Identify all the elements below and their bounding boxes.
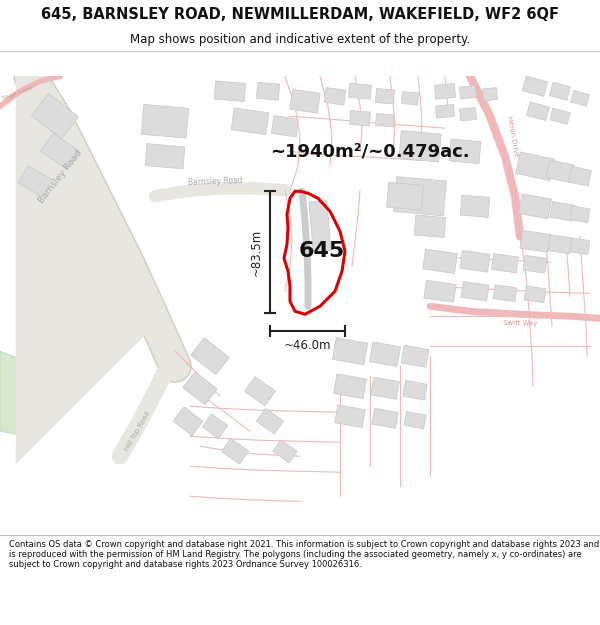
Bar (41, 133, 79, 169)
Text: Sage Lane: Sage Lane (2, 85, 34, 101)
Bar (460, 86, 476, 99)
Text: Heron Drive: Heron Drive (506, 115, 520, 158)
Bar (349, 83, 371, 99)
Text: 645: 645 (299, 241, 345, 261)
Bar (523, 255, 547, 273)
Bar (394, 177, 446, 216)
Bar (434, 83, 455, 99)
Bar (324, 88, 346, 105)
Bar (376, 114, 394, 127)
Text: ~1940m²/~0.479ac.: ~1940m²/~0.479ac. (270, 142, 470, 160)
Text: Contains OS data © Crown copyright and database right 2021. This information is : Contains OS data © Crown copyright and d… (9, 539, 599, 569)
Bar (332, 338, 368, 365)
Bar (231, 108, 269, 134)
Bar (372, 408, 398, 428)
Bar (482, 88, 497, 101)
Bar (271, 116, 299, 137)
Bar (370, 342, 401, 366)
Bar (141, 104, 189, 138)
Bar (571, 91, 589, 106)
Bar (334, 374, 367, 399)
Bar (245, 377, 275, 406)
Bar (401, 92, 418, 105)
Text: Map shows position and indicative extent of the property.: Map shows position and indicative extent… (130, 34, 470, 46)
Bar (256, 82, 280, 100)
Bar (436, 104, 454, 118)
Bar (515, 152, 554, 181)
Bar (527, 102, 550, 121)
Text: Barnsley Road: Barnsley Road (187, 176, 242, 187)
Bar (221, 438, 248, 464)
Polygon shape (0, 351, 32, 434)
Bar (460, 107, 476, 121)
Bar (493, 285, 517, 302)
Bar (449, 139, 481, 164)
Bar (570, 206, 590, 222)
Bar (191, 338, 229, 375)
Bar (414, 215, 446, 238)
Text: ~46.0m: ~46.0m (284, 339, 331, 352)
Bar (520, 231, 550, 252)
Bar (518, 194, 551, 219)
Bar (569, 166, 592, 186)
Bar (214, 81, 246, 101)
Bar (491, 254, 518, 273)
Text: Swift Way: Swift Way (503, 320, 537, 326)
Text: Hill Top Road: Hill Top Road (124, 411, 152, 452)
Bar (335, 405, 365, 428)
Text: 645, BARNSLEY ROAD, NEWMILLERDAM, WAKEFIELD, WF2 6QF: 645, BARNSLEY ROAD, NEWMILLERDAM, WAKEFI… (41, 7, 559, 22)
Bar (309, 201, 331, 252)
Bar (273, 440, 297, 462)
Bar (376, 89, 395, 104)
Bar (570, 238, 590, 254)
Bar (18, 166, 52, 197)
Bar (546, 160, 574, 182)
Bar (424, 280, 456, 302)
Bar (461, 281, 489, 301)
Bar (524, 286, 546, 302)
Text: Barnsley Road: Barnsley Road (37, 148, 83, 204)
Bar (460, 251, 490, 272)
Bar (460, 195, 490, 218)
Bar (401, 345, 429, 368)
Bar (423, 249, 457, 273)
Bar (145, 144, 185, 169)
Bar (349, 111, 371, 126)
Bar (371, 377, 400, 399)
Text: ~83.5m: ~83.5m (250, 229, 263, 276)
Bar (173, 407, 203, 436)
Bar (290, 89, 320, 113)
Bar (183, 372, 217, 405)
Bar (548, 235, 572, 254)
Bar (550, 201, 574, 221)
Bar (523, 76, 548, 96)
Bar (403, 381, 427, 400)
Bar (404, 412, 426, 429)
Bar (550, 82, 571, 101)
Bar (399, 131, 441, 162)
Bar (256, 408, 284, 434)
Bar (386, 182, 424, 210)
Bar (202, 414, 228, 439)
Bar (31, 94, 79, 139)
Bar (550, 108, 570, 124)
